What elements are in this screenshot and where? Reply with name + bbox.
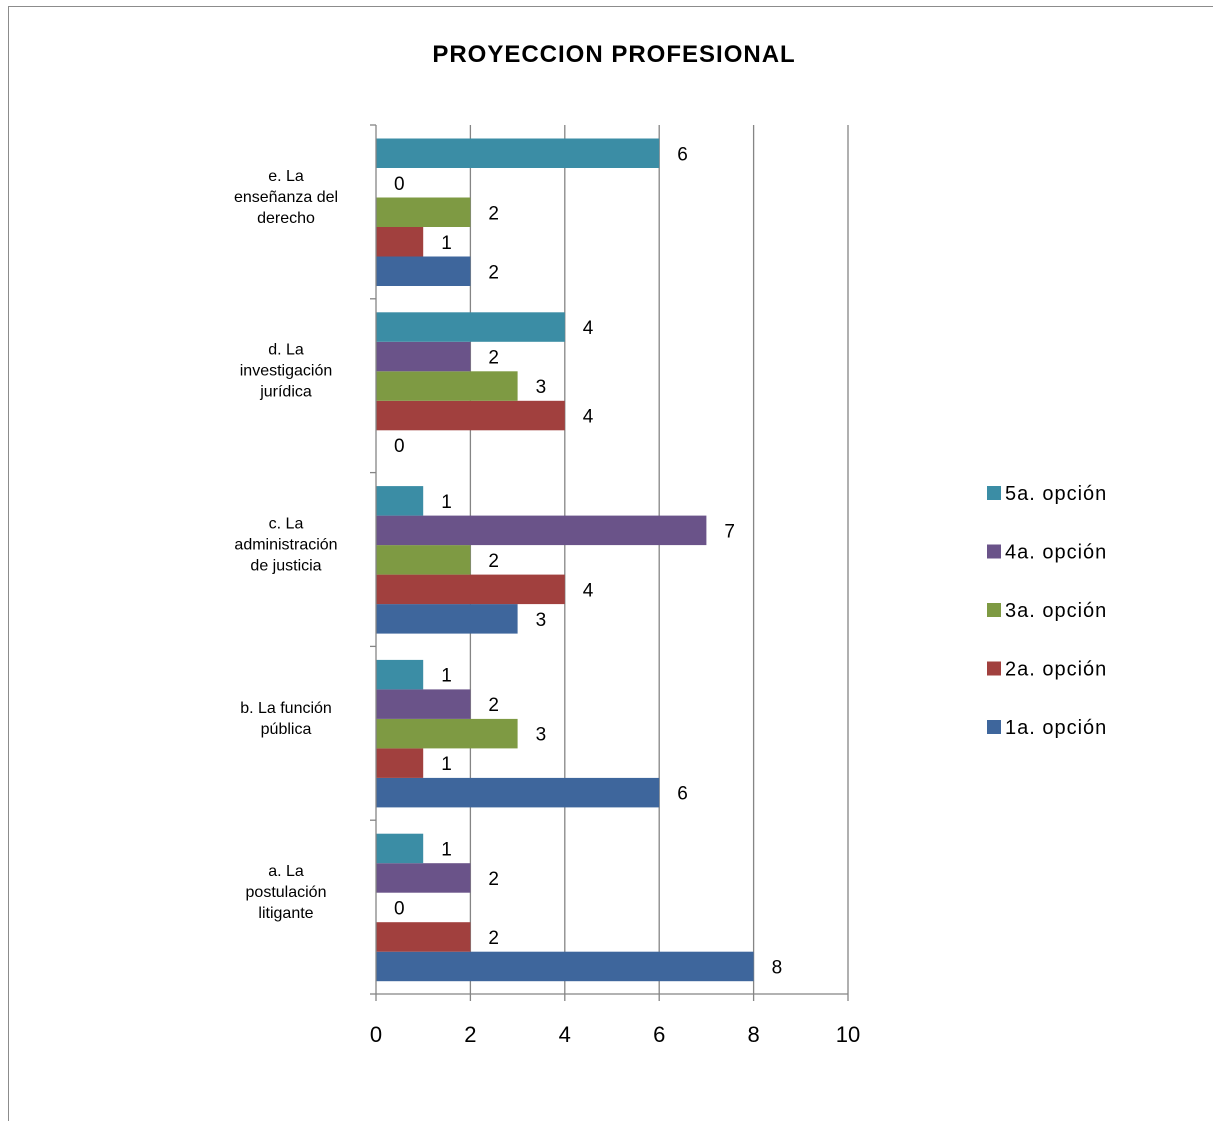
legend-label: 3a. opción — [1005, 600, 1107, 622]
bar-2a-opci-n-cat-2 — [376, 574, 565, 605]
data-label: 8 — [772, 957, 783, 978]
data-label: 0 — [394, 898, 405, 919]
bar-4a-opci-n-cat-2 — [376, 515, 707, 546]
bar-5a-opci-n-cat-2 — [376, 486, 424, 516]
x-tick-label: 2 — [464, 1022, 476, 1047]
bar-5a-opci-n-cat-3 — [376, 312, 565, 342]
chart-frame — [8, 6, 1213, 1121]
data-label: 3 — [536, 377, 547, 398]
data-label: 6 — [677, 784, 688, 805]
data-label: 2 — [488, 928, 499, 949]
legend-label: 4a. opción — [1005, 542, 1107, 564]
data-label: 1 — [441, 754, 452, 775]
legend-swatch — [987, 603, 1001, 617]
bar-5a-opci-n-cat-0 — [376, 833, 424, 864]
data-label: 0 — [394, 436, 405, 457]
data-label: 2 — [488, 695, 499, 716]
x-tick-label: 6 — [653, 1022, 665, 1047]
x-tick-label: 8 — [747, 1022, 759, 1047]
data-label: 1 — [441, 666, 452, 687]
data-label: 4 — [583, 407, 594, 428]
data-label: 3 — [536, 725, 547, 746]
bar-3a-opci-n-cat-4 — [376, 197, 471, 227]
bar-4a-opci-n-cat-0 — [376, 863, 471, 893]
bar-1a-opci-n-cat-1 — [376, 777, 660, 808]
legend-swatch — [987, 486, 1001, 500]
x-tick-label: 4 — [559, 1022, 571, 1047]
gridlines — [469, 125, 849, 994]
bar-1a-opci-n-cat-0 — [376, 951, 754, 982]
legend-label: 1a. opción — [1005, 717, 1107, 739]
legend-swatch — [987, 661, 1001, 676]
data-labels: 8 2 0 2 1 6 1 3 2 1 3 4 2 7 1 0 4 3 2 4 2 1 2 0 6 — [394, 144, 782, 978]
category-label: e. La enseñanza del derecho — [234, 168, 338, 227]
data-label: 2 — [488, 551, 499, 572]
bar-3a-opci-n-cat-3 — [376, 371, 518, 401]
data-label: 2 — [488, 262, 499, 283]
category-label: d. La investigación jurídica — [240, 342, 333, 401]
legend-label: 2a. opción — [1005, 659, 1107, 681]
bar-2a-opci-n-cat-1 — [376, 748, 424, 778]
category-label: a. La postulación litigante — [246, 863, 327, 922]
data-label: 1 — [441, 233, 452, 254]
bars — [376, 138, 754, 982]
bar-3a-opci-n-cat-2 — [376, 545, 471, 575]
data-label: 4 — [583, 318, 594, 339]
legend: 5a. opción 4a. opción 3a. opción 2a. opción… — [987, 483, 1107, 739]
bar-5a-opci-n-cat-4 — [376, 138, 660, 168]
legend-swatch — [987, 544, 1001, 559]
data-label: 1 — [441, 839, 452, 860]
bar-3a-opci-n-cat-1 — [376, 718, 518, 749]
data-label: 2 — [488, 203, 499, 224]
data-label: 7 — [724, 521, 735, 542]
data-label: 2 — [488, 869, 499, 890]
bar-1a-opci-n-cat-4 — [376, 256, 471, 286]
bar-2a-opci-n-cat-0 — [376, 922, 471, 952]
data-label: 1 — [441, 492, 452, 513]
legend-label: 5a. opción — [1005, 483, 1107, 505]
bar-2a-opci-n-cat-4 — [376, 227, 424, 257]
x-tick-label: 0 — [370, 1022, 382, 1047]
bar-4a-opci-n-cat-1 — [376, 689, 471, 719]
bar-1a-opci-n-cat-2 — [376, 604, 518, 634]
axes: a. La postulación litigante b. La función pú… — [234, 124, 860, 1047]
chart-title: PROYECCION PROFESIONAL — [432, 41, 795, 68]
category-label: b. La función pública — [240, 700, 332, 738]
data-label: 2 — [488, 348, 499, 369]
category-label: c. La administración de justicia — [234, 516, 337, 575]
data-label: 4 — [583, 580, 594, 601]
legend-swatch — [987, 720, 1001, 734]
bar-2a-opci-n-cat-3 — [376, 400, 565, 431]
data-label: 0 — [394, 174, 405, 195]
bar-4a-opci-n-cat-3 — [376, 341, 471, 372]
data-label: 3 — [536, 610, 547, 631]
data-label: 6 — [677, 144, 688, 165]
bar-5a-opci-n-cat-1 — [376, 659, 424, 690]
x-tick-label: 10 — [836, 1022, 860, 1047]
